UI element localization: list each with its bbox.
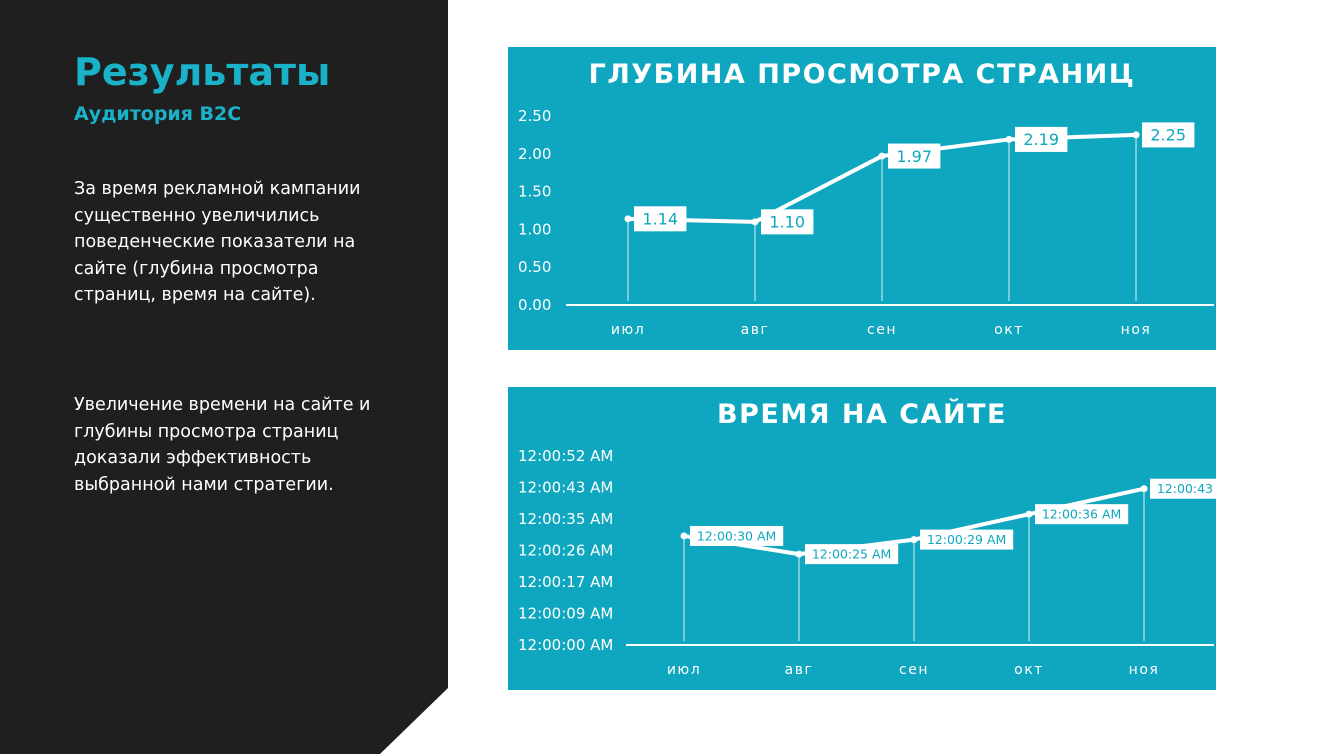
- y-tick-label: 2.00: [518, 145, 551, 163]
- data-label-box: [1015, 126, 1068, 152]
- page-depth-chart-svg: 0.00 0.50 1.00 1.50 2.00 2.50 июл авг сен окт ноя 1…: [518, 107, 1214, 338]
- data-point: [795, 550, 803, 558]
- data-label-text: 1.10: [769, 213, 805, 232]
- y-tick-label: 12:00:17 AM: [518, 573, 613, 591]
- conclusion-paragraph: Увеличение времени на сайте и глубины пр…: [74, 395, 371, 495]
- data-label-box: [805, 544, 899, 565]
- data-point: [1025, 510, 1033, 518]
- y-tick-label: 12:00:43 AM: [518, 479, 613, 497]
- chart-title: ВРЕМЯ НА САЙТЕ: [717, 399, 1007, 430]
- description-paragraph: За время рекламной кампании существенно …: [74, 179, 361, 305]
- data-label: 2.25: [1142, 122, 1195, 148]
- time-on-site-chart: ВРЕМЯ НА САЙТЕ 12:00:00 AM 12:00:09 AM 12:…: [508, 387, 1216, 690]
- data-point: [1005, 135, 1013, 143]
- page-depth-chart: ГЛУБИНА ПРОСМОТРА СТРАНИЦ 0.00 0.50 1.00 1.…: [508, 47, 1216, 350]
- data-label-box: [1150, 478, 1216, 499]
- data-label-box: [920, 529, 1014, 550]
- data-label: 12:00:29 AM: [920, 529, 1014, 550]
- chart-title: ГЛУБИНА ПРОСМОТРА СТРАНИЦ: [588, 59, 1136, 90]
- data-point: [624, 215, 632, 223]
- data-label-box: [690, 525, 784, 546]
- data-label-box: [888, 143, 941, 169]
- data-point: [910, 536, 918, 544]
- x-tick-label: ноя: [1129, 662, 1160, 678]
- y-tick-label: 12:00:35 AM: [518, 510, 613, 528]
- x-tick-label: окт: [994, 322, 1024, 338]
- slide-subtitle: Аудитория B2C: [74, 103, 242, 125]
- data-point: [751, 218, 759, 226]
- data-label-box: [1142, 122, 1195, 148]
- x-tick-label: сен: [899, 662, 929, 678]
- y-tick-label: 2.50: [518, 107, 551, 125]
- y-tick-label: 1.50: [518, 183, 551, 201]
- data-label-text: 12:00:43 AM: [1157, 481, 1216, 496]
- y-tick-label: 0.50: [518, 258, 551, 276]
- y-tick-label: 0.00: [518, 296, 551, 314]
- data-point: [680, 532, 688, 540]
- data-label: 12:00:30 AM: [690, 525, 784, 546]
- data-point: [1140, 485, 1148, 493]
- x-tick-label: сен: [867, 322, 897, 338]
- x-tick-label: ноя: [1121, 322, 1152, 338]
- y-tick-label: 12:00:26 AM: [518, 542, 613, 560]
- left-panel-shape: [0, 0, 448, 754]
- data-label-box: [1035, 504, 1129, 525]
- data-label-text: 12:00:25 AM: [812, 547, 891, 562]
- data-label-text: 1.14: [642, 210, 678, 229]
- data-label-text: 12:00:36 AM: [1042, 507, 1121, 522]
- data-point: [878, 152, 886, 160]
- y-tick-label: 1.00: [518, 220, 551, 238]
- data-label: 1.97: [888, 143, 941, 169]
- data-label: 12:00:25 AM: [805, 544, 899, 565]
- x-tick-label: авг: [741, 322, 770, 338]
- data-label-text: 12:00:30 AM: [697, 528, 776, 543]
- data-label-text: 2.25: [1150, 126, 1186, 145]
- left-panel: Результаты Аудитория B2C За время реклам…: [0, 0, 448, 754]
- time-on-site-chart-svg: 12:00:00 AM 12:00:09 AM 12:00:17 AM 12:00:2…: [518, 447, 1216, 678]
- slide-title: Результаты: [74, 50, 331, 94]
- data-label-text: 2.19: [1023, 130, 1059, 149]
- data-label-text: 1.97: [896, 147, 932, 166]
- x-tick-label: окт: [1014, 662, 1044, 678]
- x-tick-label: авг: [785, 662, 814, 678]
- x-tick-label: июл: [611, 322, 645, 338]
- data-label-box: [634, 206, 687, 232]
- data-label-box: [761, 209, 814, 235]
- x-tick-label: июл: [667, 662, 701, 678]
- data-label: 12:00:43 AM: [1150, 478, 1216, 499]
- y-tick-label: 12:00:09 AM: [518, 605, 613, 623]
- data-label: 2.19: [1015, 126, 1068, 152]
- data-label: 1.10: [761, 209, 814, 235]
- data-label-text: 12:00:29 AM: [927, 532, 1006, 547]
- data-label: 1.14: [634, 206, 687, 232]
- y-tick-label: 12:00:00 AM: [518, 636, 613, 654]
- data-label: 12:00:36 AM: [1035, 504, 1129, 525]
- data-point: [1132, 131, 1140, 139]
- y-tick-label: 12:00:52 AM: [518, 447, 613, 465]
